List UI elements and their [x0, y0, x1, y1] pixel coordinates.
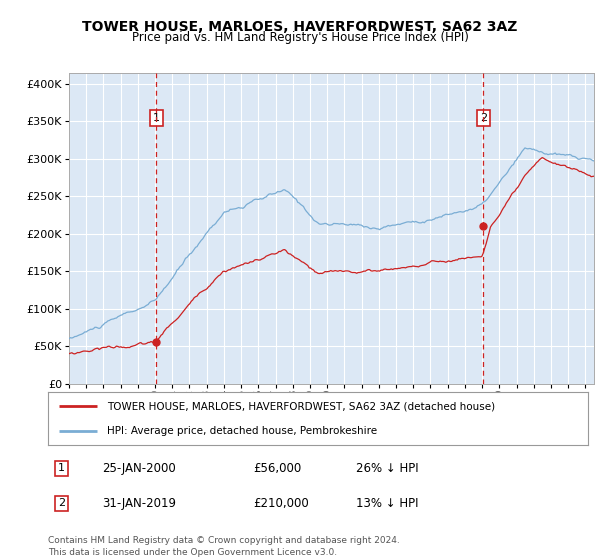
Text: 1: 1: [153, 113, 160, 123]
Text: 2: 2: [58, 498, 65, 508]
Text: 31-JAN-2019: 31-JAN-2019: [102, 497, 176, 510]
Text: TOWER HOUSE, MARLOES, HAVERFORDWEST, SA62 3AZ: TOWER HOUSE, MARLOES, HAVERFORDWEST, SA6…: [82, 20, 518, 34]
Text: £56,000: £56,000: [253, 462, 301, 475]
Text: HPI: Average price, detached house, Pembrokeshire: HPI: Average price, detached house, Pemb…: [107, 426, 377, 436]
Text: Price paid vs. HM Land Registry's House Price Index (HPI): Price paid vs. HM Land Registry's House …: [131, 31, 469, 44]
Text: 25-JAN-2000: 25-JAN-2000: [102, 462, 176, 475]
Text: 26% ↓ HPI: 26% ↓ HPI: [356, 462, 418, 475]
Text: TOWER HOUSE, MARLOES, HAVERFORDWEST, SA62 3AZ (detached house): TOWER HOUSE, MARLOES, HAVERFORDWEST, SA6…: [107, 402, 496, 412]
Text: Contains HM Land Registry data © Crown copyright and database right 2024.
This d: Contains HM Land Registry data © Crown c…: [48, 536, 400, 557]
Text: £210,000: £210,000: [253, 497, 309, 510]
Text: 13% ↓ HPI: 13% ↓ HPI: [356, 497, 418, 510]
Text: 2: 2: [480, 113, 487, 123]
Text: 1: 1: [58, 463, 65, 473]
